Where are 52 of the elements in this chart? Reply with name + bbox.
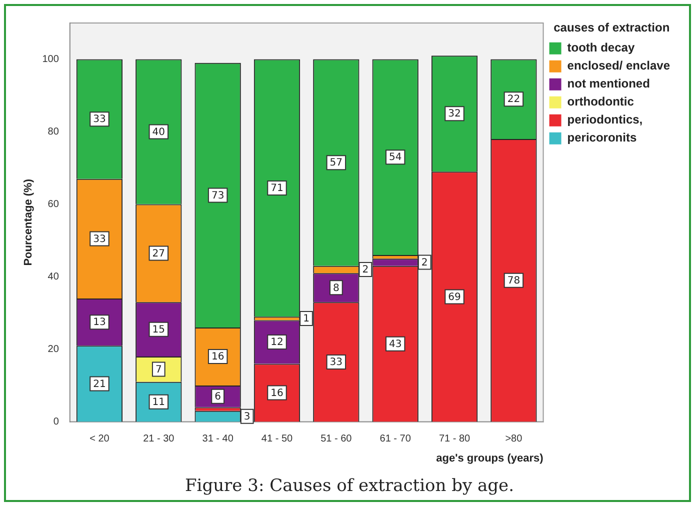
data-label: 71 — [270, 183, 284, 194]
y-tick-label: 0 — [53, 416, 60, 428]
x-tick-label: 21 - 30 — [143, 434, 175, 445]
y-axis-title: Pourcentage (%) — [22, 178, 35, 266]
data-label: 33 — [330, 357, 343, 368]
data-label: 13 — [93, 317, 106, 328]
text: Figure 3: Causes of extraction by age. — [184, 476, 516, 496]
x-tick-label: 31 - 40 — [202, 434, 234, 445]
data-label: 27 — [152, 248, 166, 260]
data-label: 1 — [303, 314, 310, 325]
data-label: 8 — [332, 282, 340, 294]
data-label: 16 — [270, 388, 284, 399]
data-label: 21 — [93, 378, 106, 390]
data-label: 2 — [421, 257, 428, 268]
y-tick-label: 40 — [48, 272, 60, 283]
y-tick-label: 20 — [48, 344, 60, 356]
data-label: 2 — [362, 264, 369, 276]
data-label: 54 — [388, 152, 402, 164]
data-label: 15 — [152, 324, 166, 336]
data-label: 40 — [152, 126, 166, 138]
x-tick-label: < 20 — [90, 434, 110, 445]
legend-label: orthodontic — [567, 94, 634, 109]
data-label: 7 — [155, 364, 162, 376]
data-label: 3 — [244, 411, 250, 422]
data-label: 11 — [152, 396, 166, 408]
legend-label: not mentioned — [567, 76, 650, 91]
data-label: 33 — [93, 114, 106, 126]
data-label: 43 — [388, 338, 402, 350]
data-label: 32 — [448, 108, 461, 120]
data-label: 22 — [507, 94, 520, 106]
legend-title: causes of extraction — [554, 20, 670, 34]
legend-label: periodontics, — [567, 112, 643, 127]
data-label: 69 — [448, 292, 461, 303]
x-axis-title: age's groups (years) — [436, 452, 544, 464]
data-label: 6 — [214, 392, 222, 403]
y-tick-label: 100 — [42, 54, 60, 66]
data-label: 16 — [211, 352, 224, 363]
y-tick-label: 80 — [48, 126, 60, 138]
data-label: 73 — [211, 190, 224, 202]
x-tick-label: 41 - 50 — [261, 434, 293, 445]
x-tick-label: 61 - 70 — [380, 434, 412, 445]
x-tick-label: 51 - 60 — [320, 434, 352, 445]
x-tick-label: >80 — [505, 434, 523, 445]
legend-label: pericoronits — [567, 130, 637, 145]
data-label: 78 — [507, 276, 520, 286]
data-label: 33 — [93, 234, 106, 245]
legend-label: enclosed/ enclave — [567, 58, 670, 73]
x-tick-label: 71 - 80 — [438, 434, 471, 445]
data-label: 57 — [330, 158, 343, 169]
y-tick-label: 60 — [48, 199, 60, 210]
data-label: 12 — [270, 337, 284, 348]
legend-label: tooth decay — [567, 40, 635, 55]
